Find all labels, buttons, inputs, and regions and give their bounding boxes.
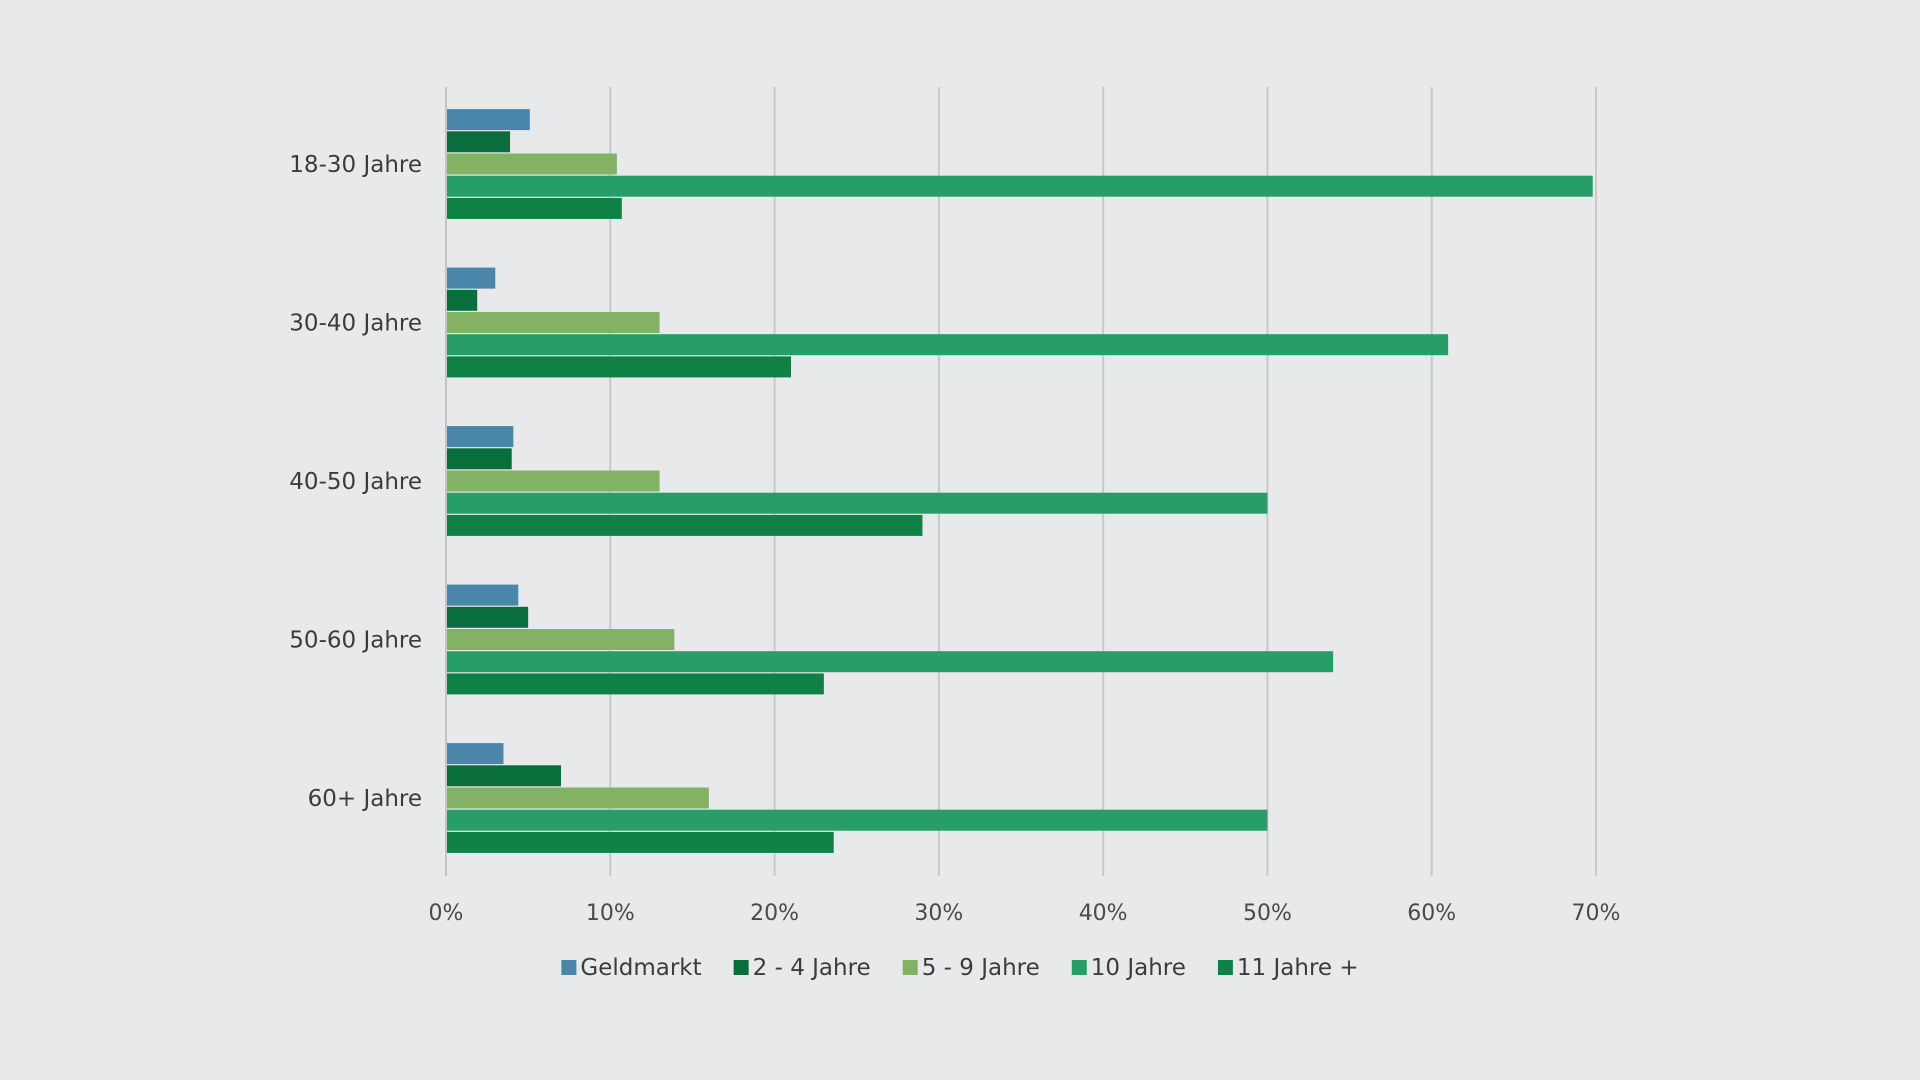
- legend-label: 5 - 9 Jahre: [922, 955, 1040, 981]
- bar-1-4: [446, 584, 519, 606]
- bar-5-1: [446, 197, 622, 219]
- bar-3-1: [446, 153, 617, 175]
- gridlines: [609, 87, 1597, 876]
- bar-4-2: [446, 334, 1449, 356]
- legend-swatch: [1071, 960, 1087, 975]
- bar-5-2: [446, 356, 791, 378]
- legend: Geldmarkt 2 - 4 Jahre 5 - 9 Jahre 10 Jahre 1…: [561, 955, 1359, 981]
- bars: [446, 109, 1593, 853]
- bar-2-4: [446, 606, 529, 628]
- x-tick-label: 20%: [750, 901, 799, 926]
- x-tick-label: 0%: [429, 901, 464, 926]
- bar-1-5: [446, 743, 504, 765]
- bar-5-3: [446, 514, 923, 536]
- bar-2-1: [446, 131, 511, 153]
- category-label: 40-50 Jahre: [289, 469, 422, 495]
- bar-4-5: [446, 809, 1268, 831]
- x-tick-label: 40%: [1079, 901, 1128, 926]
- bar-2-3: [446, 448, 512, 470]
- bar-5-5: [446, 831, 834, 853]
- bar-3-3: [446, 470, 660, 492]
- legend-label: 10 Jahre: [1091, 955, 1186, 981]
- legend-label: Geldmarkt: [580, 955, 701, 981]
- bar-3-5: [446, 787, 709, 809]
- x-tick-label: 60%: [1407, 901, 1456, 926]
- category-label: 30-40 Jahre: [289, 311, 422, 337]
- x-tick-label: 70%: [1572, 901, 1621, 926]
- x-tick-label: 30%: [914, 901, 963, 926]
- legend-swatch: [733, 960, 749, 975]
- legend-label: 11 Jahre +: [1237, 955, 1359, 981]
- legend-swatch: [1217, 960, 1233, 975]
- bar-2-5: [446, 765, 561, 787]
- bar-4-3: [446, 492, 1268, 514]
- legend-swatch: [561, 960, 577, 975]
- category-label: 50-60 Jahre: [289, 628, 422, 654]
- bar-1-2: [446, 267, 496, 289]
- x-tick-label: 50%: [1243, 901, 1292, 926]
- bar-3-4: [446, 629, 675, 650]
- bar-4-4: [446, 651, 1334, 673]
- bar-1-1: [446, 109, 530, 131]
- axis: 0% 10% 20% 30% 40% 50% 60% 70% 18-30 Jahre 30-40 …: [289, 87, 1620, 926]
- legend-swatch: [902, 960, 918, 975]
- legend-label: 2 - 4 Jahre: [753, 955, 871, 981]
- bar-4-1: [446, 175, 1593, 197]
- x-tick-label: 10%: [586, 901, 635, 926]
- bar-3-2: [446, 312, 660, 333]
- category-label: 60+ Jahre: [308, 786, 422, 812]
- bar-1-3: [446, 426, 514, 448]
- category-label: 18-30 Jahre: [289, 152, 422, 178]
- bar-2-2: [446, 289, 478, 311]
- bar-5-4: [446, 673, 824, 695]
